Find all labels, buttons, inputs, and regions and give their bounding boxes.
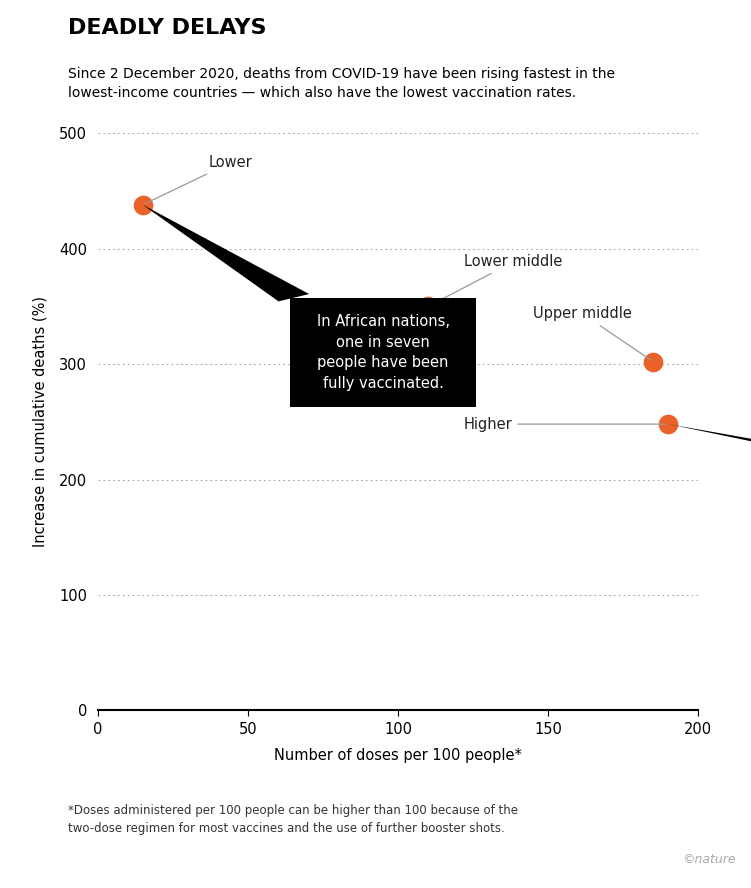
FancyBboxPatch shape <box>290 297 476 408</box>
Text: ©nature: ©nature <box>683 852 736 866</box>
Text: Lower: Lower <box>145 155 252 203</box>
Text: *Doses administered per 100 people can be higher than 100 because of the
two-dos: *Doses administered per 100 people can b… <box>68 804 517 835</box>
Polygon shape <box>668 424 751 527</box>
Point <box>422 299 434 313</box>
Text: Lower middle: Lower middle <box>430 255 562 305</box>
Point <box>662 417 674 432</box>
Text: Upper middle: Upper middle <box>533 306 651 361</box>
Text: Higher: Higher <box>463 416 665 432</box>
Point <box>137 198 149 212</box>
X-axis label: Number of doses per 100 people*: Number of doses per 100 people* <box>274 748 522 763</box>
Point <box>647 354 659 369</box>
Y-axis label: Increase in cumulative deaths (%): Increase in cumulative deaths (%) <box>33 297 48 547</box>
Text: In African nations,
one in seven
people have been
fully vaccinated.: In African nations, one in seven people … <box>316 314 450 391</box>
Text: Since 2 December 2020, deaths from COVID-19 have been rising fastest in the
lowe: Since 2 December 2020, deaths from COVID… <box>68 67 614 100</box>
Text: DEADLY DELAYS: DEADLY DELAYS <box>68 18 266 38</box>
Polygon shape <box>143 205 309 301</box>
